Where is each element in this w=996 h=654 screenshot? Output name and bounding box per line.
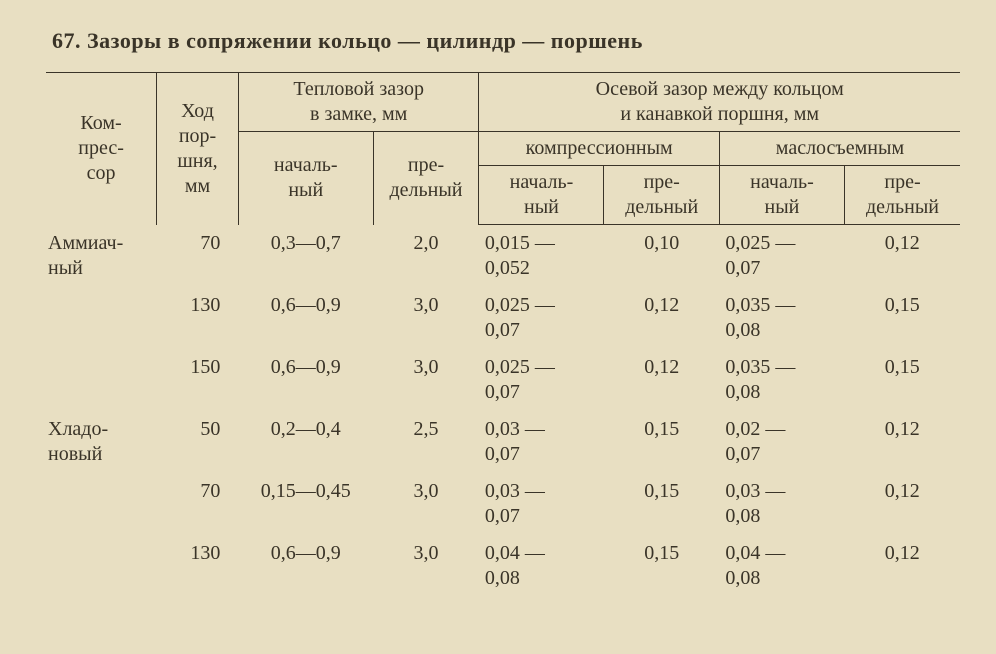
th-thermal-gap: Тепловой зазорв замке, мм [238,73,479,132]
cell-oil-lim: 0,12 [844,411,960,473]
cell-tg-init: 0,6—0,9 [238,287,373,349]
cell-oil-init: 0,035 —0,08 [719,287,844,349]
table-row: Аммиач-ный 70 0,3—0,7 2,0 0,015 —0,052 0… [46,225,960,288]
cell-cmp-lim: 0,12 [604,287,719,349]
th-oil-limit: пре-дельный [844,166,960,225]
cell-oil-lim: 0,15 [844,287,960,349]
cell-label [46,535,157,597]
cell-tg-lim: 3,0 [373,535,479,597]
cell-tg-init: 0,15—0,45 [238,473,373,535]
cell-stroke: 130 [157,287,239,349]
cell-oil-init: 0,02 —0,07 [719,411,844,473]
cell-tg-lim: 3,0 [373,473,479,535]
cell-stroke: 70 [157,473,239,535]
cell-cmp-init: 0,025 —0,07 [479,287,604,349]
table-row: 150 0,6—0,9 3,0 0,025 —0,07 0,12 0,035 —… [46,349,960,411]
th-axial-gap: Осевой зазор между кольцоми канавкой пор… [479,73,960,132]
th-cmp-limit: пре-дельный [604,166,719,225]
cell-stroke: 70 [157,225,239,288]
cell-cmp-init: 0,03 —0,07 [479,411,604,473]
th-cmp-initial: началь-ный [479,166,604,225]
cell-tg-lim: 3,0 [373,287,479,349]
table-row: Хладо-новый 50 0,2—0,4 2,5 0,03 —0,07 0,… [46,411,960,473]
cell-tg-init: 0,6—0,9 [238,535,373,597]
cell-oil-init: 0,035 —0,08 [719,349,844,411]
cell-oil-lim: 0,12 [844,535,960,597]
cell-oil-lim: 0,12 [844,473,960,535]
th-thermal-initial: началь-ный [238,132,373,225]
cell-label [46,473,157,535]
table-row: 130 0,6—0,9 3,0 0,04 —0,08 0,15 0,04 —0,… [46,535,960,597]
cell-tg-lim: 2,0 [373,225,479,288]
cell-cmp-lim: 0,15 [604,473,719,535]
cell-cmp-lim: 0,12 [604,349,719,411]
cell-tg-lim: 2,5 [373,411,479,473]
cell-oil-init: 0,04 —0,08 [719,535,844,597]
cell-tg-init: 0,6—0,9 [238,349,373,411]
cell-cmp-init: 0,015 —0,052 [479,225,604,288]
cell-label [46,287,157,349]
th-compression: компрессионным [479,132,720,166]
th-stroke: Ходпор-шня,мм [157,73,239,225]
cell-oil-lim: 0,15 [844,349,960,411]
table-title: 67. Зазоры в сопряжении кольцо — цилиндр… [52,28,960,54]
table-body: Аммиач-ный 70 0,3—0,7 2,0 0,015 —0,052 0… [46,225,960,598]
gap-table: Ком-прес-сор Ходпор-шня,мм Тепловой зазо… [46,72,960,597]
th-oil-initial: началь-ный [719,166,844,225]
cell-stroke: 150 [157,349,239,411]
cell-label: Хладо-новый [46,411,157,473]
cell-cmp-init: 0,025 —0,07 [479,349,604,411]
cell-cmp-init: 0,03 —0,07 [479,473,604,535]
cell-stroke: 50 [157,411,239,473]
cell-tg-lim: 3,0 [373,349,479,411]
cell-stroke: 130 [157,535,239,597]
table-row: 130 0,6—0,9 3,0 0,025 —0,07 0,12 0,035 —… [46,287,960,349]
cell-oil-lim: 0,12 [844,225,960,288]
cell-tg-init: 0,2—0,4 [238,411,373,473]
cell-cmp-lim: 0,10 [604,225,719,288]
cell-cmp-lim: 0,15 [604,411,719,473]
cell-cmp-lim: 0,15 [604,535,719,597]
cell-oil-init: 0,025 —0,07 [719,225,844,288]
cell-label [46,349,157,411]
th-oil-scraper: маслосъемным [719,132,960,166]
cell-oil-init: 0,03 —0,08 [719,473,844,535]
table-row: 70 0,15—0,45 3,0 0,03 —0,07 0,15 0,03 —0… [46,473,960,535]
th-compressor: Ком-прес-сор [46,73,157,225]
cell-label: Аммиач-ный [46,225,157,288]
th-thermal-limit: пре-дельный [373,132,479,225]
cell-tg-init: 0,3—0,7 [238,225,373,288]
cell-cmp-init: 0,04 —0,08 [479,535,604,597]
